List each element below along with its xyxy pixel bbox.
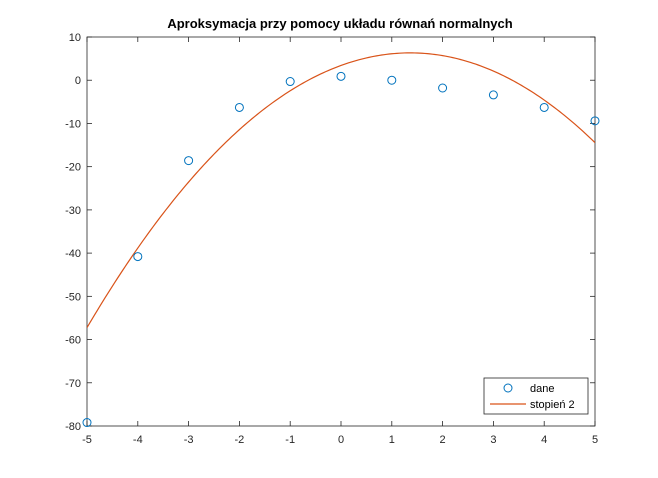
- data-point: [133, 252, 143, 262]
- y-tick-label: 10: [69, 32, 81, 44]
- legend: dane stopień 2: [483, 377, 589, 415]
- data-point: [387, 75, 397, 85]
- legend-box: [483, 377, 589, 415]
- x-tick-label: 4: [541, 434, 547, 446]
- data-point: [488, 90, 498, 100]
- plot-box: [86, 36, 596, 427]
- data-point: [184, 156, 194, 166]
- x-tick-label: 3: [490, 434, 496, 446]
- y-tick-label: -30: [65, 205, 81, 217]
- y-tick-label: -70: [65, 378, 81, 390]
- data-point: [539, 102, 549, 112]
- data-point: [336, 71, 346, 81]
- y-tick-label: -40: [65, 248, 81, 260]
- data-point: [234, 102, 244, 112]
- legend-label-stopien-2: stopień 2: [530, 399, 575, 411]
- y-tick-label: -60: [65, 335, 81, 347]
- axis-ticks: -5 -4 -3 -2 -1 0 1 2 3 4 5-80-70-60-50-40-30-20-10…: [65, 32, 598, 446]
- x-tick-label: 2: [440, 434, 446, 446]
- y-tick-label: -50: [65, 291, 81, 303]
- chart-title: Aproksymacja przy pomocy układu równań n…: [167, 16, 512, 31]
- x-tick-label: 1: [389, 434, 395, 446]
- y-tick-label: -80: [65, 421, 81, 433]
- y-tick-label: 0: [75, 75, 81, 87]
- x-tick-label: -4: [133, 434, 143, 446]
- legend-marker-dane: [503, 383, 513, 393]
- legend-label-dane: dane: [530, 383, 554, 395]
- x-tick-label: -1: [285, 434, 295, 446]
- data-point: [285, 77, 295, 87]
- y-tick-label: -20: [65, 162, 81, 174]
- x-tick-label: 5: [592, 434, 598, 446]
- x-tick-label: 0: [338, 434, 344, 446]
- y-tick-label: -10: [65, 118, 81, 130]
- series-line-stopien-2: [87, 52, 595, 328]
- x-tick-label: -2: [235, 434, 245, 446]
- data-point: [82, 418, 92, 428]
- data-point: [590, 116, 600, 126]
- x-tick-label: -5: [82, 434, 92, 446]
- x-tick-label: -3: [184, 434, 194, 446]
- data-point: [438, 83, 448, 93]
- data-marker-layer: [82, 71, 600, 428]
- fit-curve-layer: [87, 52, 595, 328]
- plot-area: [86, 36, 596, 427]
